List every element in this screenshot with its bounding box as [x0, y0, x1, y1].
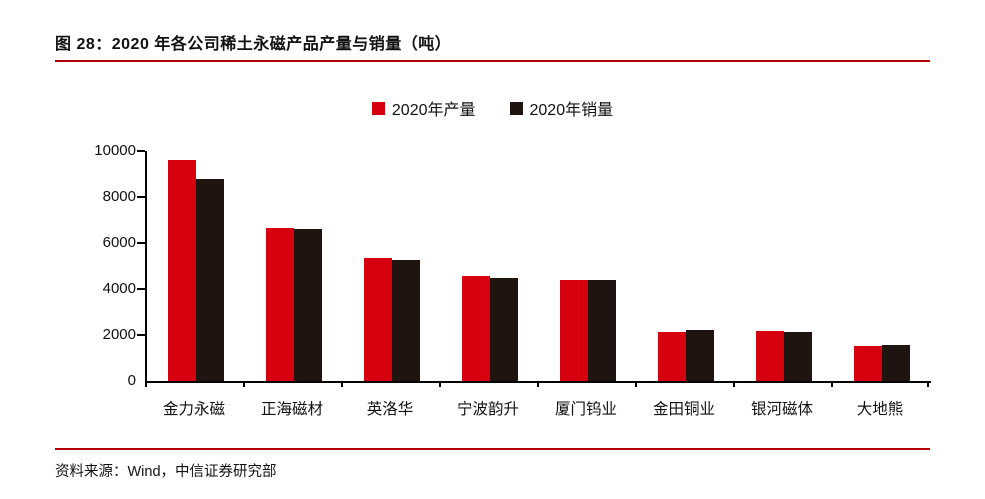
- sales-bar: [882, 345, 910, 381]
- sales-bar: [490, 278, 518, 381]
- plot-area: [145, 151, 931, 383]
- bar-group-7: [735, 151, 833, 381]
- y-axis-tick-label: 4000: [102, 280, 136, 297]
- y-axis-tick-label: 10000: [94, 142, 136, 159]
- legend-swatch-production: [371, 101, 385, 115]
- bar-group-8: [833, 151, 931, 381]
- footer-rule: [55, 448, 930, 450]
- legend-swatch-sales: [509, 101, 523, 115]
- production-bar: [266, 228, 294, 381]
- x-axis-tick: [733, 381, 735, 387]
- y-axis-tick-label: 6000: [102, 234, 136, 251]
- title-rule: [55, 60, 930, 62]
- x-axis-category-label: 英洛华: [366, 401, 414, 418]
- bar-group-2: [245, 151, 343, 381]
- bar-group-6: [637, 151, 735, 381]
- bar-group-1: [147, 151, 245, 381]
- figure-title: 图 28：2020 年各公司稀土永磁产品产量与销量（吨）: [55, 36, 452, 53]
- bar-group-3: [343, 151, 441, 381]
- y-axis-tick-label: 2000: [102, 326, 136, 343]
- x-axis-tick: [341, 381, 343, 387]
- production-bar: [364, 258, 392, 381]
- bar-group-5: [539, 151, 637, 381]
- x-axis-category-label: 金田铜业: [652, 401, 715, 418]
- production-bar: [756, 330, 784, 381]
- source-note: 资料来源：Wind，中信证券研究部: [55, 464, 277, 480]
- y-axis-tick: [137, 334, 145, 336]
- x-axis-category-label: 银河磁体: [750, 401, 813, 418]
- production-bar: [560, 279, 588, 381]
- production-bar: [658, 332, 686, 381]
- x-axis-tick: [243, 381, 245, 387]
- sales-bar: [196, 178, 224, 381]
- x-axis-category-label: 金力永磁: [162, 401, 225, 418]
- sales-bar: [784, 331, 812, 381]
- x-axis-category-label: 宁波韵升: [456, 401, 519, 418]
- chart-legend: 2020年产量 2020年销量: [0, 96, 985, 120]
- y-axis-tick: [137, 242, 145, 244]
- x-axis-tick: [831, 381, 833, 387]
- x-axis-category-label: 大地熊: [856, 401, 904, 418]
- legend-item-production: 2020年产量: [371, 96, 476, 120]
- x-axis-tick: [927, 381, 929, 387]
- y-axis-tick-label: 0: [127, 372, 136, 389]
- x-axis-category-label: 正海磁材: [260, 401, 323, 418]
- legend-label-sales: 2020年销量: [529, 102, 614, 119]
- x-axis-tick: [439, 381, 441, 387]
- legend-label-production: 2020年产量: [391, 102, 476, 119]
- x-axis-tick: [537, 381, 539, 387]
- y-axis-tick: [137, 288, 145, 290]
- y-axis-tick-label: 8000: [102, 188, 136, 205]
- x-axis-tick: [635, 381, 637, 387]
- sales-bar: [588, 280, 616, 381]
- production-bar: [168, 160, 196, 381]
- production-bar: [462, 276, 490, 381]
- bar-group-4: [441, 151, 539, 381]
- sales-bar: [686, 330, 714, 381]
- x-axis-tick: [145, 381, 147, 387]
- x-axis-category-label: 厦门钨业: [554, 401, 617, 418]
- production-bar: [854, 346, 882, 381]
- y-axis-tick: [137, 150, 145, 152]
- sales-bar: [294, 229, 322, 381]
- legend-item-sales: 2020年销量: [509, 96, 614, 120]
- y-axis-tick: [137, 196, 145, 198]
- sales-bar: [392, 260, 420, 381]
